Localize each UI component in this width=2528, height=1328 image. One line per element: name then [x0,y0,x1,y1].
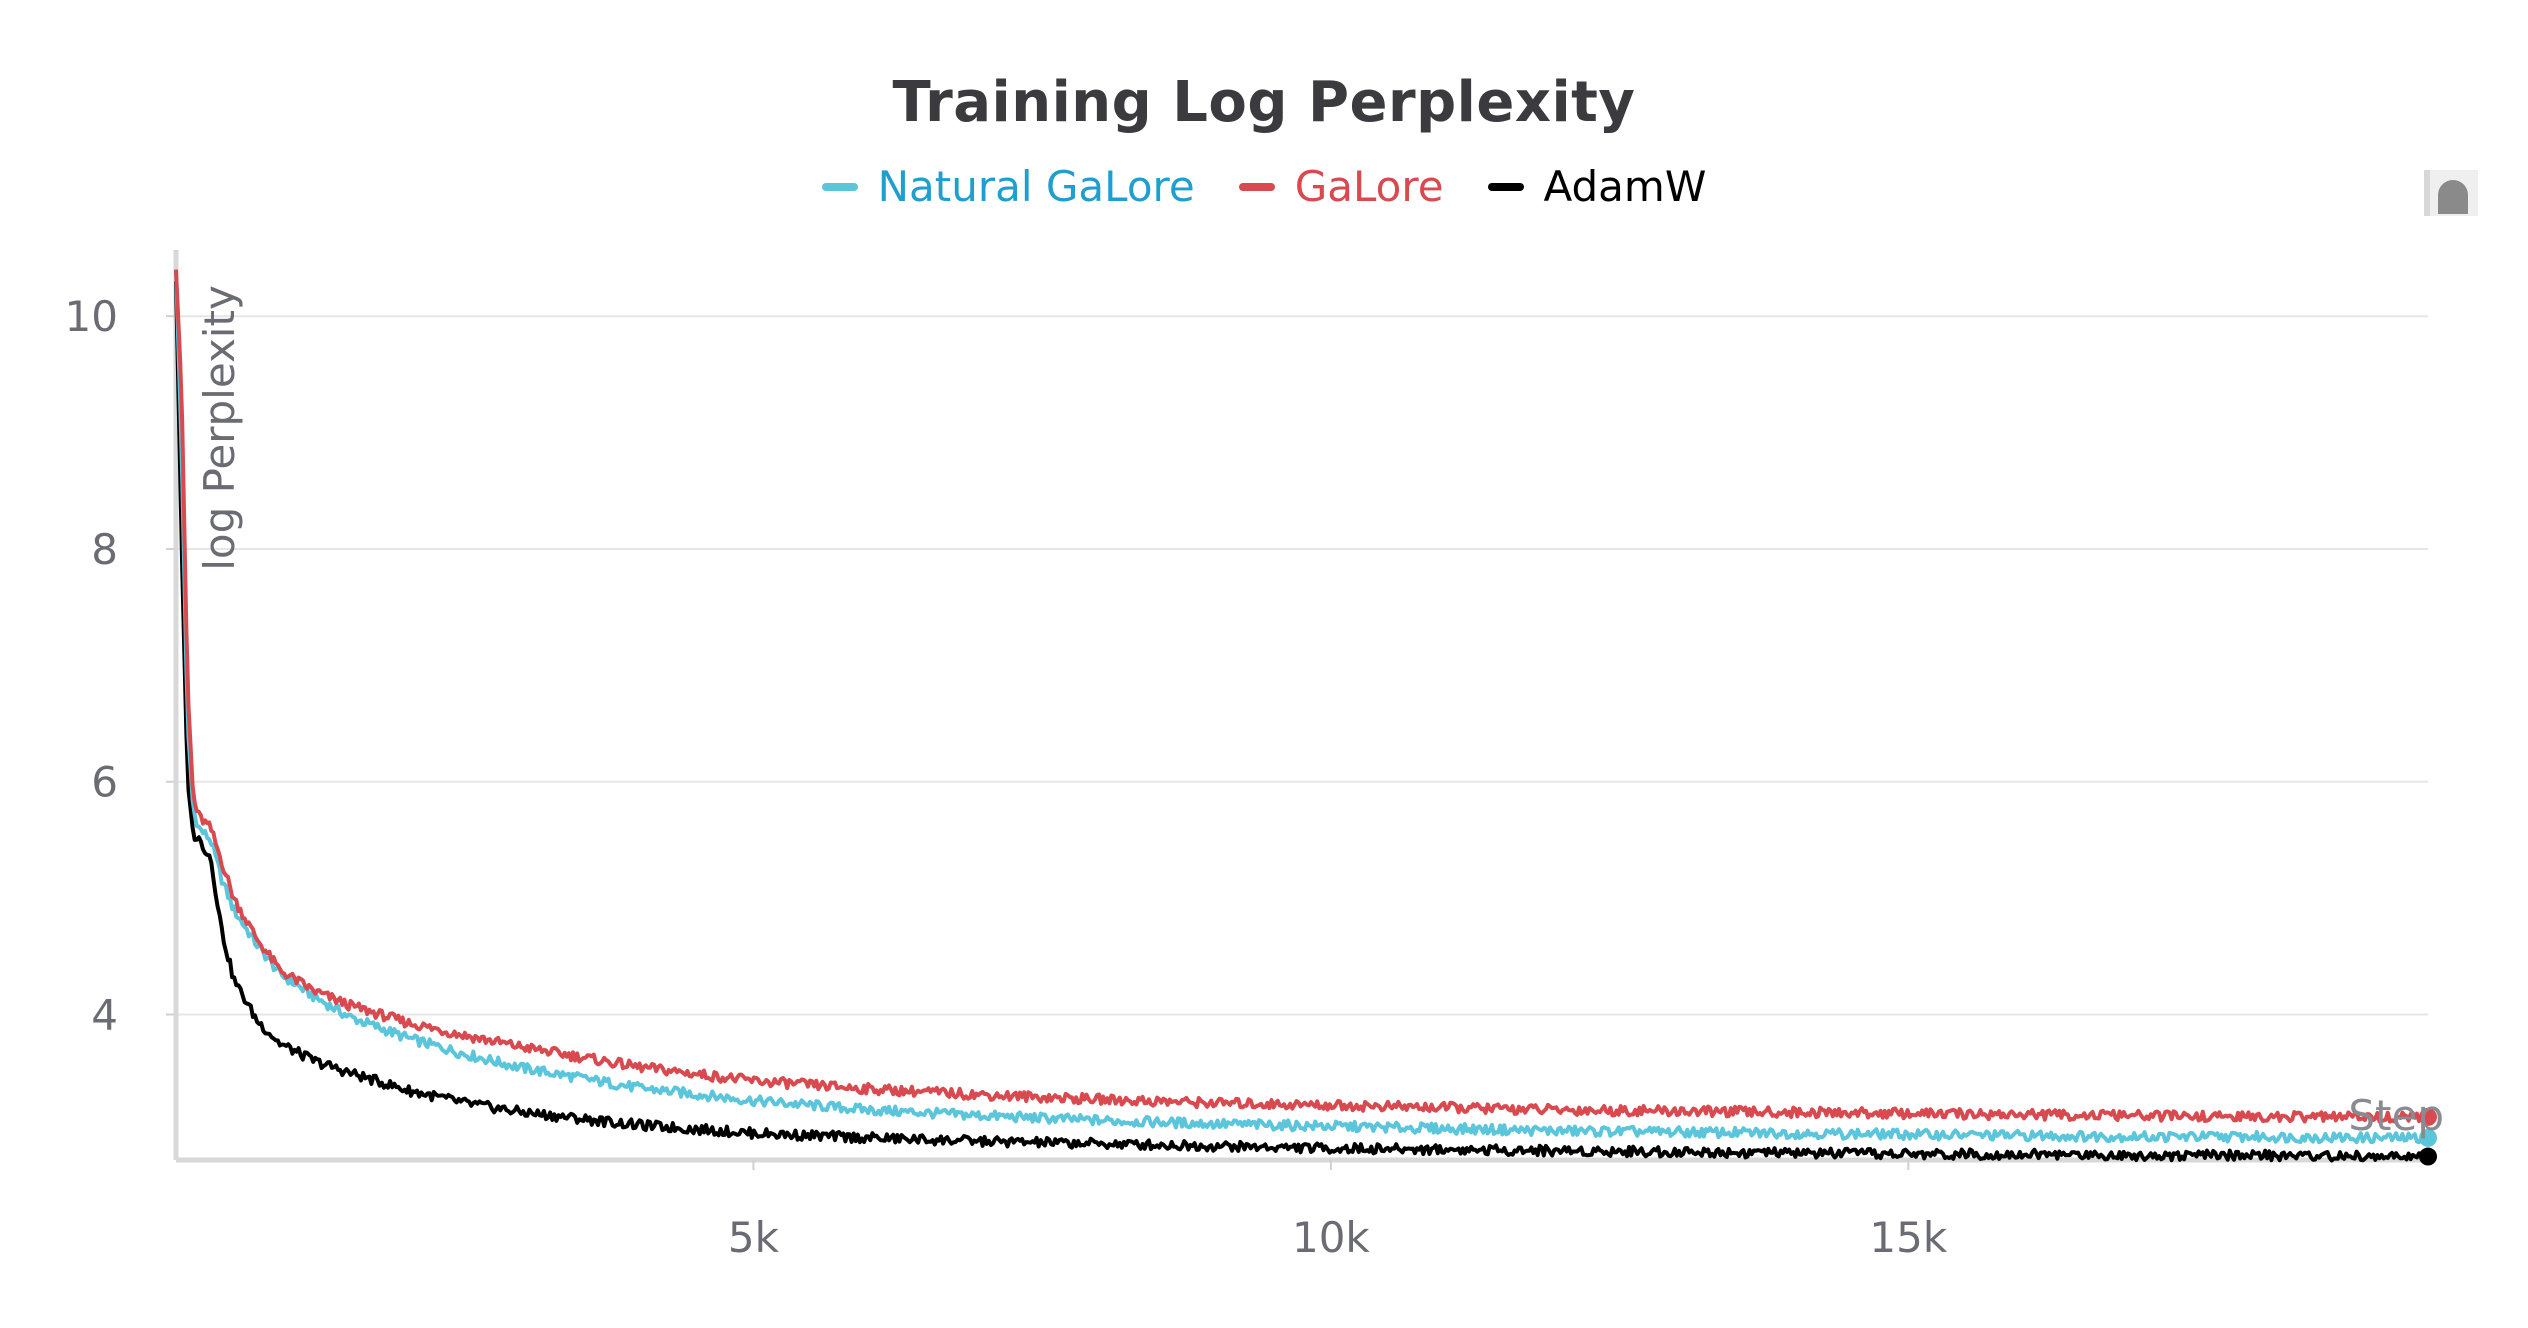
y-axis-title: log Perplexity [195,285,244,571]
y-tick-label: 10 [65,292,118,341]
x-tick-label: 15k [1869,1213,1947,1262]
y-tick-label: 8 [91,525,118,574]
grid-layer [176,315,2428,1016]
legend-swatch-natural-galore [821,182,858,191]
series-endpoint-galore [2419,1107,2437,1126]
panel-handle-icon[interactable] [2424,170,2478,216]
x-axis-title: Step [2348,1091,2444,1140]
series-line-galore [174,269,2428,1124]
legend-item-adamw[interactable]: AdamW [1487,162,1707,211]
panel-handle-knob [2438,180,2468,214]
legend-item-natural-galore[interactable]: Natural GaLore [821,162,1195,211]
series-endpoint-adamw [2419,1147,2437,1166]
legend-label-adamw: AdamW [1543,162,1707,211]
legend-label-galore: GaLore [1294,162,1444,211]
x-tick-label: 10k [1292,1213,1370,1262]
legend-swatch-galore [1238,182,1275,191]
legend-label-natural-galore: Natural GaLore [877,162,1195,211]
chart-title: Training Log Perplexity [892,70,1636,135]
label-layer: 4 6 8 10 5k 10k 15k log Perplexity Step [65,285,2444,1262]
series-line-natural-galore [174,269,2429,1145]
series-line-adamw [174,281,2430,1163]
series-endpoint-natural-galore [2419,1128,2437,1147]
x-tick-label: 5k [728,1213,780,1262]
legend-swatch-adamw [1487,182,1524,191]
legend: Natural GaLore GaLore AdamW [0,162,2528,211]
y-tick-label: 6 [91,758,118,807]
y-tick-label: 4 [91,991,118,1040]
series-layer [174,269,2437,1166]
legend-item-galore[interactable]: GaLore [1238,162,1444,211]
axis-layer [166,250,2428,1170]
